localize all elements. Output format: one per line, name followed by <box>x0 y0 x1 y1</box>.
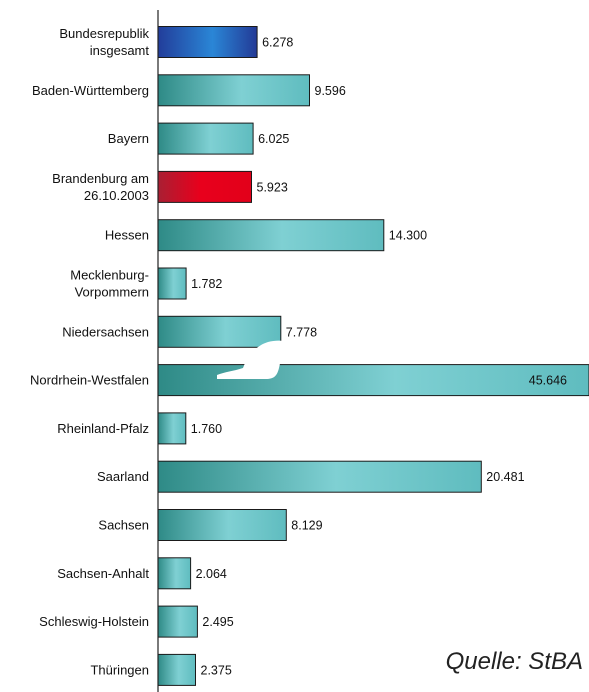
bar-schleswig-holstein <box>157 605 198 638</box>
value-label-sachsen-anhalt: 2.064 <box>196 567 227 581</box>
category-label-nordrhein-westfalen: Nordrhein-Westfalen <box>30 373 149 388</box>
category-label-bayern: Bayern <box>108 131 149 146</box>
category-label-mecklenburg-vorpommern: Mecklenburg-Vorpommern <box>70 268 149 300</box>
value-label-bundesrepublik-insgesamt: 6.278 <box>262 36 293 50</box>
category-label-thuringen: Thüringen <box>90 662 149 677</box>
value-label-thuringen: 2.375 <box>201 663 232 677</box>
bar-bundesrepublik-insgesamt <box>157 26 258 58</box>
bar-baden-wurttemberg <box>157 74 310 107</box>
value-label-baden-wurttemberg: 9.596 <box>315 84 346 98</box>
bar-thuringen <box>157 653 196 686</box>
value-label-rheinland-pfalz: 1.760 <box>191 422 222 436</box>
category-label-hessen: Hessen <box>105 228 149 243</box>
value-label-sachsen: 8.129 <box>291 519 322 533</box>
category-label-bundesrepublik-insgesamt: Bundesrepublik insgesamt <box>59 26 149 58</box>
category-label-schleswig-holstein: Schleswig-Holstein <box>39 614 149 629</box>
category-label-sachsen-anhalt: Sachsen-Anhalt <box>57 566 149 581</box>
bar-saarland <box>157 460 482 493</box>
bar-bayern <box>157 122 254 155</box>
category-label-niedersachsen: Niedersachsen <box>62 324 149 339</box>
bar-sachsen <box>157 509 287 541</box>
bar-sachsen-anhalt <box>157 557 192 590</box>
category-label-brandenburg-am-26-10-2003: Brandenburg am 26.10.2003 <box>52 171 149 203</box>
category-label-rheinland-pfalz: Rheinland-Pfalz <box>57 421 149 436</box>
value-label-niedersachsen: 7.778 <box>286 325 317 339</box>
value-label-nordrhein-westfalen: 45.646 <box>529 374 567 388</box>
bar-mecklenburg-vorpommern <box>157 267 187 300</box>
value-label-hessen: 14.300 <box>389 229 427 243</box>
category-label-sachsen: Sachsen <box>98 518 149 533</box>
bar-rheinland-pfalz <box>157 412 187 445</box>
category-label-baden-wurttemberg: Baden-Württemberg <box>32 83 149 98</box>
bar-niedersachsen <box>157 315 282 348</box>
source-note: Quelle: StBA <box>445 648 583 675</box>
bar-hessen <box>157 219 385 252</box>
value-label-schleswig-holstein: 2.495 <box>202 615 233 629</box>
bar-nordrhein-westfalen <box>157 364 589 397</box>
value-label-mecklenburg-vorpommern: 1.782 <box>191 277 222 291</box>
value-label-brandenburg-am-26-10-2003: 5.923 <box>257 180 288 194</box>
bar-brandenburg-am-26-10-2003 <box>157 170 252 203</box>
category-label-saarland: Saarland <box>97 469 149 484</box>
value-label-saarland: 20.481 <box>486 470 524 484</box>
axis-break-icon <box>217 340 289 379</box>
value-label-bayern: 6.025 <box>258 132 289 146</box>
